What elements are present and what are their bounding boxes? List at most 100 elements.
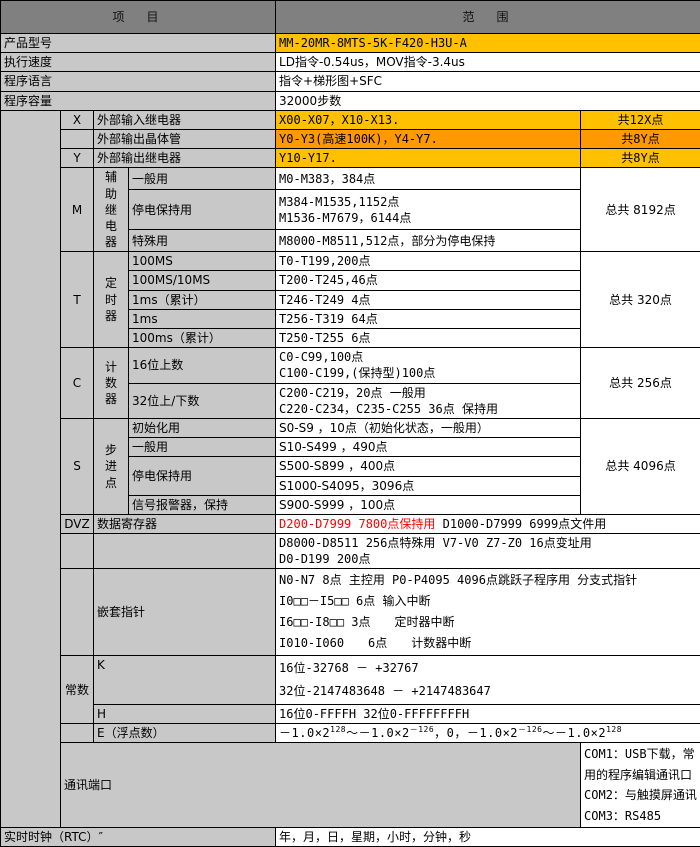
value-line: M1536-M7679，6144点 [279,210,577,226]
float-part: ～－1.0×2 [542,726,606,740]
value-m-general: M0-M383，384点 [276,168,581,190]
label-m-retentive: 停电保持用 [129,190,276,230]
label-output-transistor: 外部输出晶体管 [94,129,276,148]
row-constant-e: E（浮点数） －1.0×2128～－1.0×2－126，0，－1.0×2－126… [1,724,700,743]
float-exp: 128 [606,725,622,734]
value-black-part: D1000-D7999 6999点文件用 [435,517,606,531]
value-line: C100-C199,(保持型)100点 [279,365,577,381]
total-m-line1: 总共 [605,203,629,217]
value-output-transistor: Y0-Y3(高速100K)，Y4-Y7. [276,129,581,148]
code-c: C [61,348,94,419]
row-output-relay: Y 外部输出继电器 Y10-Y17. 共8Y点 [1,149,700,168]
value-line: N0-N7 8点 主控用 P0-P4095 4096点跳跃子程序用 分支式指针 [279,570,697,591]
value-s-0: S0-S9 ，10点（初始化状态，一般用） [276,418,581,437]
total-c: 总共 256点 [581,348,700,419]
label-execution-speed: 执行速度 [1,53,276,72]
value-line: D8000-D8511 256点特殊用 V7-V0 Z7-Z0 16点变址用 [279,535,697,551]
dvz-extra-code-blank [61,534,94,569]
value-line: M384-M1535,1152点 [279,194,577,210]
value-s-3: S1000-S4095，3096点 [276,476,581,495]
dvz-extra-label-blank [94,534,276,569]
code-m: M [61,168,94,252]
pointer-code-blank [61,569,94,656]
code-x-blank [61,129,94,148]
label-input-relay: 外部输入继电器 [94,110,276,129]
value-t-0: T0-T199,200点 [276,252,581,271]
label-t-1: 100MS/10MS [129,271,276,290]
code-dvz: DVZ [61,514,94,533]
float-exp: －126 [410,725,434,734]
row-constant-k: 常数 K 16位-32768 － +32767 32位-2147483648 －… [1,656,700,705]
value-input-relay: X00-X07，X10-X13. [276,110,581,129]
vertical-char: 辅 [97,169,125,185]
total-s: 总共 4096点 [581,418,700,514]
total-c-line1: 总共 [609,376,633,390]
value-communication-ports: COM1：USB下载，常用的程序编辑通讯口 COM2：与触摸屏通讯 COM3：R… [581,743,700,828]
row-rtc: 实时时钟（RTC）″ 年，月，日，星期，小时，分钟，秒 [1,827,700,846]
vertical-char: 定 [97,275,125,291]
vertical-char: 助 [97,186,125,202]
total-t-line1: 总共 [609,293,633,307]
value-line: C220-C234，C235-C255 36点 保持用 [279,401,577,417]
vertical-char: 点 [97,475,125,491]
vertical-char: 时 [97,292,125,308]
value-c-0: C0-C99,100点 C100-C199,(保持型)100点 [276,348,581,383]
row-c-16bit: C 计 数 器 16位上数 C0-C99,100点 C100-C199,(保持型… [1,348,700,383]
label-t-3: 1ms [129,309,276,328]
vertical-char: 器 [97,308,125,324]
value-constant-k: 16位-32768 － +32767 32位-2147483648 － +214… [276,656,700,705]
value-t-3: T256-T319 64点 [276,309,581,328]
row-output-transistor: 外部输出晶体管 Y0-Y3(高速100K)，Y4-Y7. 共8Y点 [1,129,700,148]
row-input-relay: X 外部输入继电器 X00-X07，X10-X13. 共12X点 [1,110,700,129]
count-input-relay: 共12X点 [581,110,700,129]
vertical-char: 进 [97,458,125,474]
value-s-2: S500-S899 ，400点 [276,457,581,476]
value-output-relay: Y10-Y17. [276,149,581,168]
float-exp: －126 [518,725,542,734]
label-data-register: 数据寄存器 [94,514,276,533]
label-s-1: 一般用 [129,438,276,457]
row-dvz-main: DVZ 数据寄存器 D200-D7999 7800点保持用 D1000-D799… [1,514,700,533]
label-s-2: 停电保持用 [129,457,276,495]
label-constants: 常数 [61,656,94,724]
row-s-init: S 步 进 点 初始化用 S0-S9 ，10点（初始化状态，一般用） 总共 40… [1,418,700,437]
value-data-register: D200-D7999 7800点保持用 D1000-D7999 6999点文件用 [276,514,700,533]
value-line: C200-C219，20点 一般用 [279,385,577,401]
label-m-special: 特殊用 [129,230,276,252]
float-part: －1.0×2 [279,726,330,740]
label-rtc: 实时时钟（RTC）″ [1,827,276,846]
vertical-char: 步 [97,442,125,458]
constant-e-blank [61,724,94,743]
label-c-1: 32位上/下数 [129,383,276,418]
row-t-100ms: T 定 时 器 100MS T0-T199,200点 总共 320点 [1,252,700,271]
label-t-2: 1ms（累计） [129,290,276,309]
value-program-language: 指令+梯形图+SFC [276,72,700,91]
total-s-line2: 4096点 [633,459,676,473]
row-constant-h: H 16位0-FFFFH 32位0-FFFFFFFFH [1,705,700,724]
value-line: C0-C99,100点 [279,349,577,365]
value-constant-h: 16位0-FFFFH 32位0-FFFFFFFFH [276,705,700,724]
row-communication-ports: 通讯端口 COM1：USB下载，常用的程序编辑通讯口 COM2：与触摸屏通讯 C… [1,743,700,828]
value-line: COM3：RS485 [584,806,697,826]
total-m: 总共 8192点 [581,168,700,252]
value-m-retentive: M384-M1535,1152点 M1536-M7679，6144点 [276,190,581,230]
value-execution-speed: LD指令-0.54us，MOV指令-3.4us [276,53,700,72]
code-constant-h: H [94,705,276,724]
value-s-1: S10-S499 ，490点 [276,438,581,457]
label-communication-ports: 通讯端口 [61,743,581,828]
value-t-4: T250-T255 6点 [276,329,581,348]
vertical-char: 继 [97,202,125,218]
row-program-language: 程序语言 指令+梯形图+SFC [1,72,700,91]
label-program-capacity: 程序容量 [1,91,276,110]
code-t: T [61,252,94,348]
code-constant-k: K [94,656,276,705]
row-execution-speed: 执行速度 LD指令-0.54us，MOV指令-3.4us [1,53,700,72]
spacer-left-column [1,110,61,827]
code-constant-e: E（浮点数） [94,724,276,743]
vertical-char: 器 [97,391,125,407]
label-program-language: 程序语言 [1,72,276,91]
row-nested-pointer: 嵌套指针 N0-N7 8点 主控用 P0-P4095 4096点跳跃子程序用 分… [1,569,700,656]
label-t-4: 100ms（累计） [129,329,276,348]
code-y: Y [61,149,94,168]
